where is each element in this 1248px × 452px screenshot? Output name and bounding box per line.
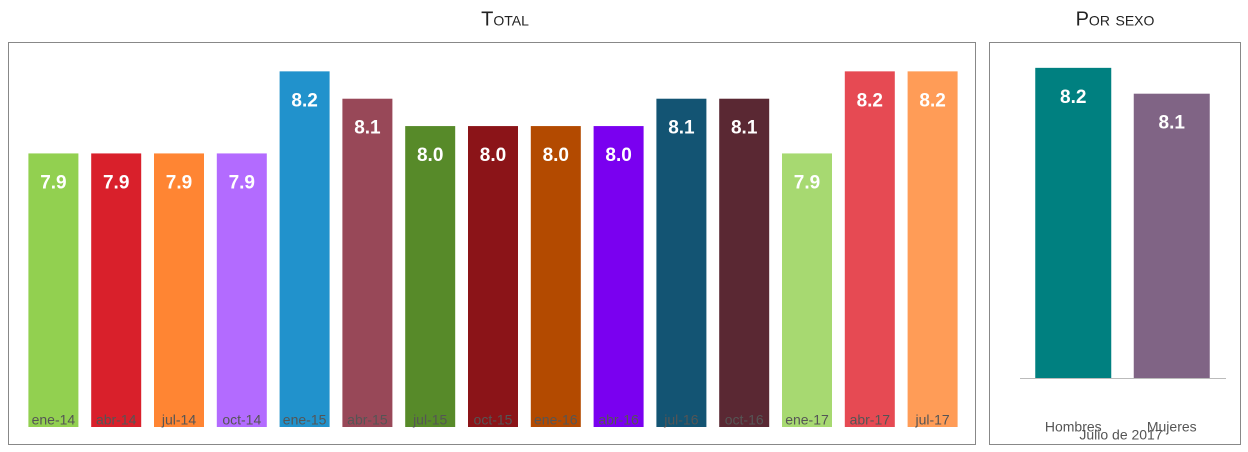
bar bbox=[28, 153, 79, 427]
data-label: 7.9 bbox=[166, 172, 192, 193]
x-tick-label: oct-15 bbox=[474, 412, 513, 428]
data-label: 7.9 bbox=[40, 172, 66, 193]
bar bbox=[907, 71, 958, 427]
panel-frame bbox=[8, 42, 976, 445]
bar bbox=[844, 71, 895, 427]
x-tick-label: jul-14 bbox=[161, 412, 196, 428]
data-label: 8.2 bbox=[919, 90, 945, 111]
data-label: 8.1 bbox=[731, 118, 758, 139]
data-label: 7.9 bbox=[103, 172, 129, 193]
x-tick-label: ene-15 bbox=[283, 412, 327, 428]
x-tick-label: ene-16 bbox=[534, 412, 578, 428]
data-label: 8.1 bbox=[1159, 113, 1186, 134]
bar bbox=[468, 126, 518, 428]
x-tick-label: jul-15 bbox=[412, 412, 447, 428]
bar bbox=[530, 126, 581, 428]
bar bbox=[342, 98, 393, 427]
x-tick-label: jul-16 bbox=[663, 412, 698, 428]
data-label: 8.0 bbox=[480, 145, 506, 166]
bar bbox=[154, 153, 204, 427]
bar bbox=[405, 126, 456, 428]
data-label: 8.0 bbox=[605, 145, 631, 166]
x-tick-label: ene-17 bbox=[785, 412, 829, 428]
bar bbox=[91, 153, 142, 427]
data-label: 8.0 bbox=[417, 145, 443, 166]
panel-frame bbox=[989, 42, 1241, 445]
x-tick-label: abr-17 bbox=[850, 412, 891, 428]
x-tick-label: oct-14 bbox=[222, 412, 261, 428]
bar bbox=[1035, 67, 1112, 378]
x-tick-label: oct-16 bbox=[725, 412, 764, 428]
bar bbox=[719, 98, 770, 427]
chart-title: Total bbox=[481, 8, 529, 30]
data-label: 8.2 bbox=[857, 90, 883, 111]
data-label: 8.1 bbox=[354, 118, 381, 139]
data-label: 8.1 bbox=[668, 118, 695, 139]
x-tick-label: jul-17 bbox=[914, 412, 949, 428]
x-axis-label: Julio de 2017 bbox=[1079, 427, 1163, 443]
x-tick-label: abr-16 bbox=[598, 412, 639, 428]
x-tick-label: Mujeres bbox=[1147, 419, 1197, 435]
data-label: 7.9 bbox=[229, 172, 255, 193]
x-tick-label: abr-15 bbox=[347, 412, 388, 428]
bar bbox=[216, 153, 267, 427]
x-tick-label: Hombres bbox=[1045, 419, 1102, 435]
bar bbox=[1133, 93, 1210, 378]
x-tick-label: abr-14 bbox=[96, 412, 137, 428]
chart-title: Por sexo bbox=[1076, 8, 1155, 30]
data-label: 7.9 bbox=[794, 172, 820, 193]
data-label: 8.2 bbox=[291, 90, 317, 111]
data-label: 8.2 bbox=[1060, 87, 1086, 108]
bar bbox=[656, 98, 707, 427]
bar bbox=[593, 126, 644, 428]
data-label: 8.0 bbox=[543, 145, 569, 166]
x-tick-label: ene-14 bbox=[32, 412, 76, 428]
bar bbox=[279, 71, 330, 427]
bar bbox=[782, 153, 832, 427]
